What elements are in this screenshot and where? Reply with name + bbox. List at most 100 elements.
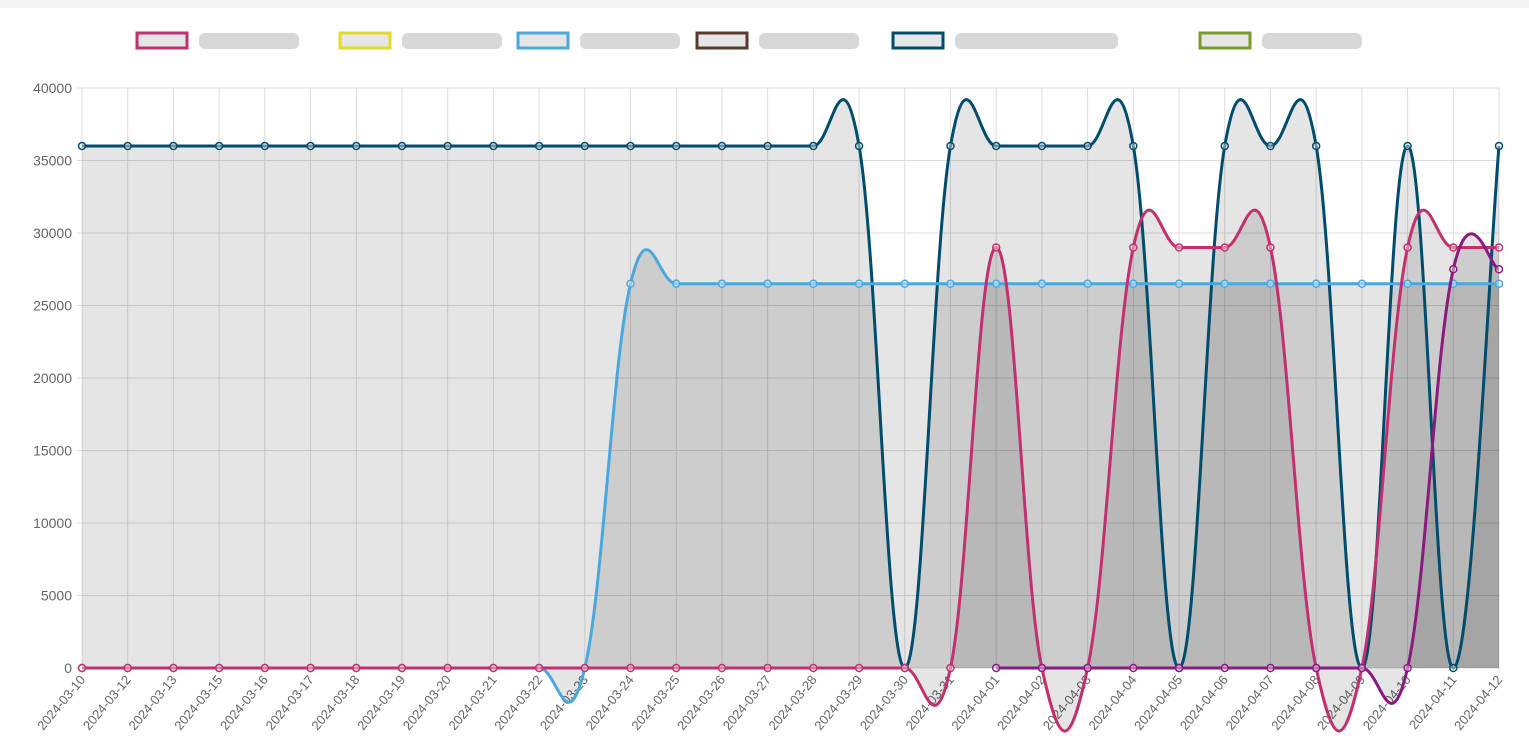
data-point — [1403, 243, 1412, 252]
legend-label-redacted — [955, 33, 1118, 49]
data-point — [854, 141, 864, 151]
data-point — [671, 141, 681, 151]
data-point — [1174, 663, 1184, 673]
legend-label-redacted — [402, 33, 502, 49]
data-point — [214, 663, 224, 673]
y-tick-label: 35000 — [33, 153, 72, 169]
data-point — [717, 663, 727, 673]
series-area — [82, 249, 1499, 703]
data-point — [946, 663, 955, 673]
data-point — [717, 141, 727, 151]
legend-swatch — [516, 31, 570, 50]
data-point — [1220, 663, 1229, 673]
data-point — [1494, 279, 1504, 288]
data-point — [946, 141, 955, 151]
data-point — [1403, 663, 1412, 673]
top-shadow — [0, 0, 1529, 8]
data-point — [306, 141, 315, 151]
data-point — [534, 663, 544, 673]
data-point — [169, 663, 178, 673]
data-point — [717, 279, 727, 288]
data-point — [626, 279, 635, 288]
data-point — [1037, 141, 1047, 151]
data-point — [1220, 279, 1229, 288]
data-point — [1266, 663, 1275, 673]
data-point — [626, 141, 635, 151]
data-point — [991, 243, 1001, 252]
data-point — [1357, 279, 1367, 288]
data-point — [580, 141, 590, 151]
y-tick-label: 20000 — [33, 370, 72, 386]
y-tick-label: 25000 — [33, 298, 72, 314]
data-point — [1403, 279, 1412, 288]
series-area — [82, 99, 1499, 669]
data-point — [1311, 279, 1321, 288]
legend-label-redacted — [759, 33, 859, 49]
data-point — [352, 141, 361, 151]
data-point — [854, 663, 864, 673]
data-point — [123, 663, 132, 673]
data-point — [900, 663, 910, 673]
y-tick-label: 10000 — [33, 515, 72, 531]
data-point — [671, 663, 681, 673]
data-point — [1311, 141, 1321, 151]
data-point — [1494, 243, 1504, 252]
data-point — [1494, 141, 1504, 151]
legend-label-redacted — [1262, 33, 1362, 49]
legend-label-redacted — [199, 33, 299, 49]
data-point — [1266, 243, 1275, 252]
data-point — [397, 141, 407, 151]
data-point — [1449, 243, 1458, 252]
data-point — [1083, 141, 1092, 151]
data-point — [580, 663, 590, 673]
data-point — [260, 141, 270, 151]
data-point — [1083, 663, 1092, 673]
data-point — [1266, 141, 1275, 151]
legend-swatch — [1198, 31, 1252, 50]
data-point — [1357, 663, 1367, 673]
y-tick-label: 5000 — [41, 588, 72, 604]
data-point — [77, 663, 87, 673]
data-point — [1220, 243, 1229, 252]
data-point — [809, 663, 818, 673]
data-point — [1037, 279, 1047, 288]
data-point — [352, 663, 361, 673]
y-tick-label: 15000 — [33, 443, 72, 459]
y-tick-label: 0 — [64, 660, 72, 676]
data-point — [991, 141, 1001, 151]
data-point — [397, 663, 407, 673]
data-point — [1403, 141, 1412, 151]
y-tick-label: 30000 — [33, 225, 72, 241]
data-point — [900, 279, 910, 288]
x-tick-label: 2024-04-12 — [1451, 672, 1505, 733]
data-point — [534, 141, 544, 151]
data-point — [214, 141, 224, 151]
data-point — [1129, 243, 1138, 252]
data-point — [1129, 663, 1138, 673]
data-point — [123, 141, 132, 151]
data-point — [443, 663, 452, 673]
data-point — [1449, 663, 1458, 673]
legend-label-redacted — [580, 33, 680, 49]
data-point — [306, 663, 315, 673]
data-point — [1037, 663, 1047, 673]
data-point — [809, 141, 818, 151]
data-point — [991, 279, 1001, 288]
data-point — [946, 279, 955, 288]
data-point — [763, 279, 772, 288]
legend-swatch — [338, 31, 392, 50]
data-point — [1174, 243, 1184, 252]
legend-swatch — [135, 31, 189, 50]
data-point — [443, 141, 452, 151]
data-point — [489, 663, 498, 673]
data-point — [77, 141, 87, 151]
y-tick-label: 40000 — [33, 80, 72, 96]
data-point — [1266, 279, 1275, 288]
series-area — [82, 210, 1499, 732]
data-point — [991, 663, 1001, 673]
data-point — [1220, 141, 1229, 151]
data-point — [854, 279, 864, 288]
data-point — [169, 141, 178, 151]
data-point — [1449, 265, 1458, 274]
